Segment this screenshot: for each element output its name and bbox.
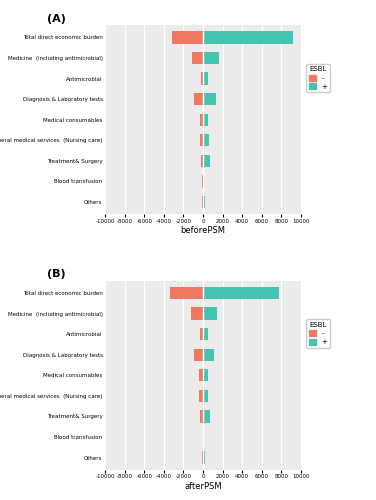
Bar	[203, 93, 216, 106]
Bar	[203, 287, 279, 299]
Bar	[201, 154, 203, 167]
Bar	[199, 369, 203, 382]
Bar	[203, 410, 211, 422]
Text: (A): (A)	[47, 14, 65, 24]
Bar	[203, 176, 204, 188]
Bar	[203, 31, 293, 44]
Bar	[172, 31, 203, 44]
Bar	[199, 390, 203, 402]
Bar	[203, 348, 214, 361]
X-axis label: beforePSM: beforePSM	[180, 226, 226, 235]
Bar	[192, 52, 203, 64]
Bar	[194, 93, 203, 106]
Bar	[203, 134, 209, 146]
Bar	[203, 72, 208, 85]
Text: (B): (B)	[47, 270, 65, 280]
Bar	[203, 196, 205, 208]
Bar	[200, 114, 203, 126]
Bar	[202, 196, 203, 208]
Bar	[203, 452, 205, 464]
Bar	[191, 308, 203, 320]
Bar	[201, 72, 203, 85]
X-axis label: afterPSM: afterPSM	[184, 482, 222, 491]
Bar	[203, 328, 208, 340]
Legend: -, +: -, +	[306, 64, 330, 92]
Bar	[203, 390, 208, 402]
Bar	[203, 154, 211, 167]
Bar	[194, 348, 203, 361]
Bar	[203, 114, 208, 126]
Bar	[200, 134, 203, 146]
Bar	[202, 176, 203, 188]
Bar	[203, 308, 217, 320]
Legend: -, +: -, +	[306, 320, 330, 348]
Bar	[203, 369, 208, 382]
Bar	[170, 287, 203, 299]
Bar	[200, 328, 203, 340]
Bar	[200, 410, 203, 422]
Bar	[202, 452, 203, 464]
Bar	[203, 52, 219, 64]
